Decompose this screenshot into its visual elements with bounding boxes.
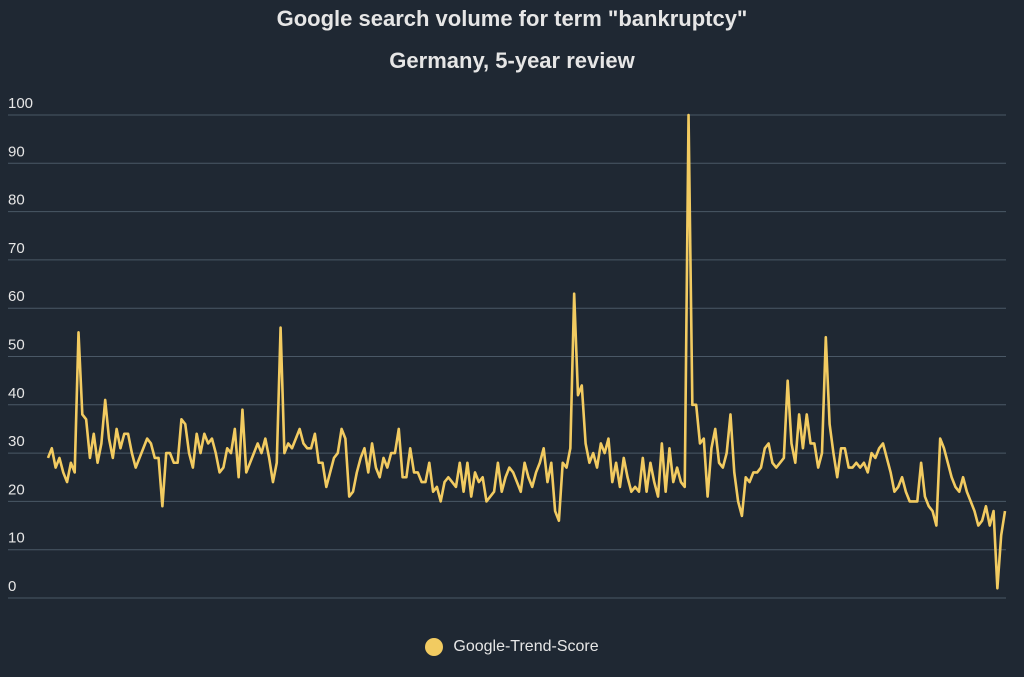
y-tick-label: 60 xyxy=(8,288,25,305)
y-tick-label: 0 xyxy=(8,578,16,595)
legend-swatch-icon xyxy=(425,638,444,656)
chart-title: Google search volume for term "bankruptc… xyxy=(276,6,748,31)
chart-subtitle: Germany, 5-year review xyxy=(389,48,635,73)
y-tick-label: 90 xyxy=(8,143,25,160)
legend-label: Google-Trend-Score xyxy=(453,638,599,655)
legend[interactable]: Google-Trend-Score xyxy=(0,638,1024,656)
y-tick-label: 50 xyxy=(8,337,25,354)
y-tick-label: 80 xyxy=(8,192,25,209)
y-tick-label: 10 xyxy=(8,530,25,547)
y-tick-label: 100 xyxy=(8,95,33,112)
series-line[interactable] xyxy=(46,113,1007,590)
y-tick-label: 40 xyxy=(8,385,25,402)
y-tick-label: 20 xyxy=(8,481,25,498)
y-tick-label: 30 xyxy=(8,433,25,450)
y-tick-label: 70 xyxy=(8,240,25,257)
